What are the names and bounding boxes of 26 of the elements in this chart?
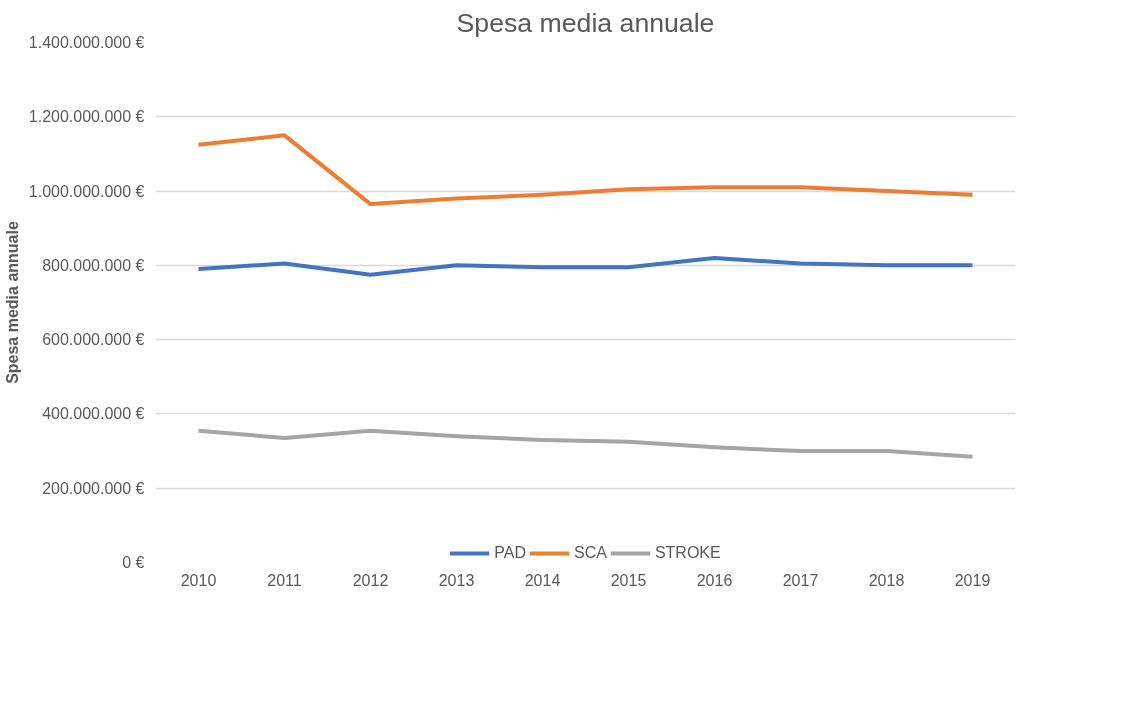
x-tick-label: 2015 [610,571,647,589]
legend-label: STROKE [654,544,721,562]
x-tick-label: 2012 [352,571,389,589]
line-series [196,255,975,277]
line-series [196,428,975,459]
x-tick-label: 2013 [438,571,475,589]
y-tick-label: 200.000.000 € [42,479,145,497]
x-tick-label: 2011 [267,571,302,589]
chart-title: Spesa media annuale [456,7,715,38]
legend-label: PAD [494,544,527,562]
x-tick-label: 2010 [180,571,217,589]
y-tick-label: 0 € [122,554,145,571]
x-tick-label: 2014 [524,571,561,589]
x-tick-label: 2017 [782,571,819,589]
x-tick-label: 2018 [868,571,905,589]
line-series [196,133,975,207]
x-tick-label: 2016 [696,571,733,589]
x-tick-label: 2019 [954,571,991,589]
y-axis-title: Spesa media annuale [3,221,21,384]
y-tick-label: 400.000.000 € [42,405,145,423]
y-tick-label: 600.000.000 € [42,331,145,349]
y-tick-label: 1.000.000.000 € [28,182,145,200]
y-tick-label: 1.200.000.000 € [28,108,145,126]
legend-label: SCA [574,544,607,562]
y-tick-label: 800.000.000 € [42,256,145,274]
y-tick-label: 1.400.000.000 € [28,34,145,51]
